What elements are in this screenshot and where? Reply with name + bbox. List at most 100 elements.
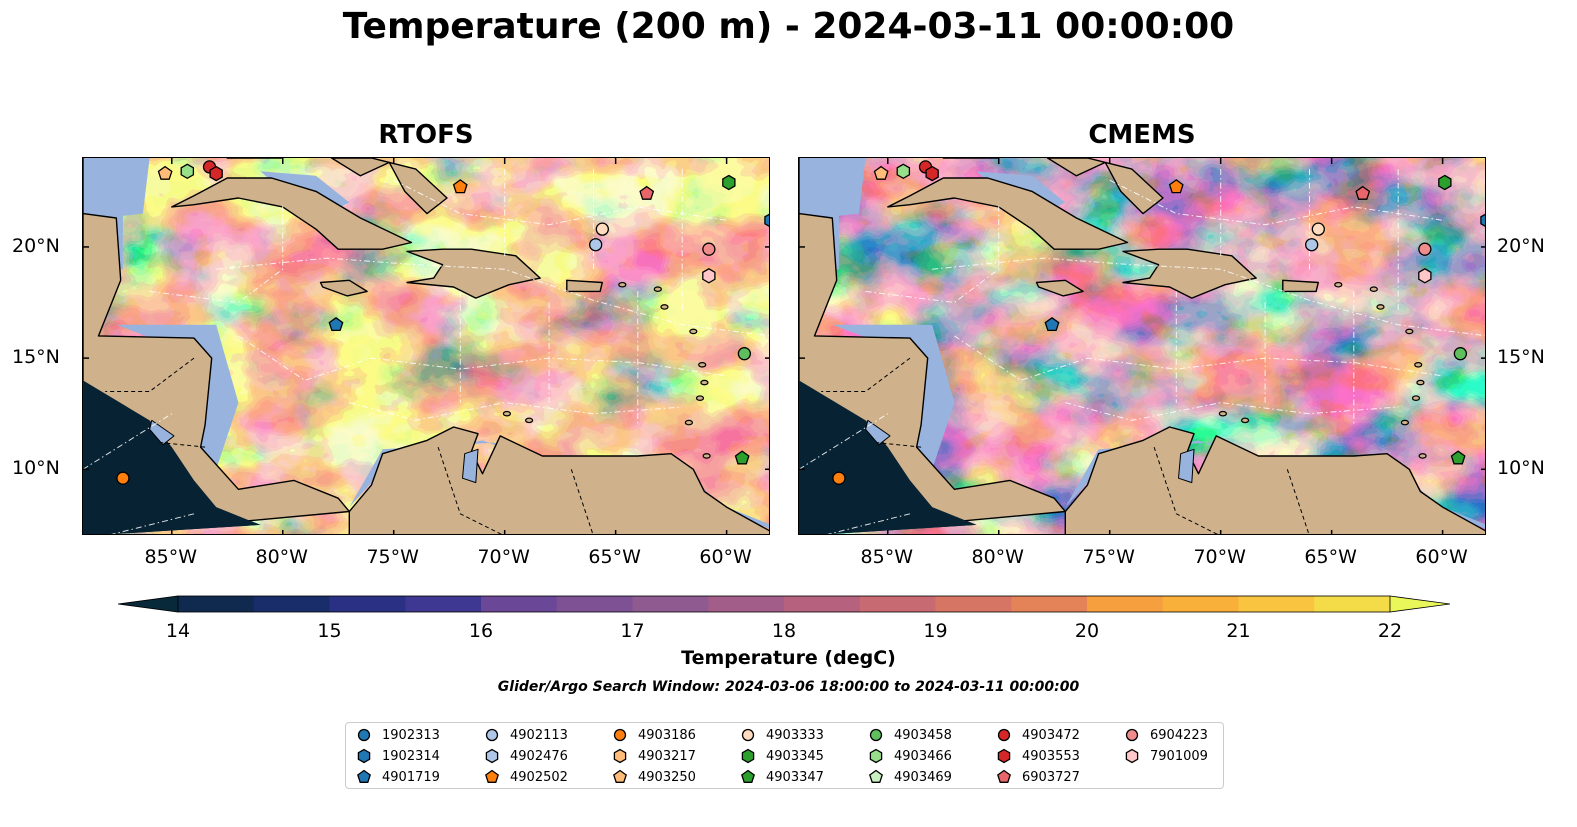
island	[660, 304, 669, 310]
land-puertorico	[566, 279, 603, 293]
float-marker-4903553	[209, 165, 223, 182]
float-marker-4903347	[734, 450, 750, 465]
country-border	[437, 446, 502, 534]
island	[1400, 419, 1409, 426]
colorbar-min-extend	[117, 595, 179, 613]
float-marker-4902502	[452, 179, 468, 194]
country-border	[821, 357, 911, 392]
x-tick-label: 85°W	[860, 546, 913, 568]
country-border	[160, 442, 206, 448]
float-marker-7901009	[1418, 268, 1432, 284]
colorbar-tick-label: 16	[468, 620, 494, 642]
land-bahamas	[1046, 158, 1164, 215]
island	[1369, 286, 1378, 292]
legend-item: 4903345	[740, 746, 824, 766]
land-cuba	[171, 177, 413, 250]
map-rtofs	[82, 157, 770, 535]
colorbar-tick-label: 20	[1074, 620, 1100, 642]
legend-item: 4903472	[996, 725, 1080, 745]
float-marker-4903345	[1438, 174, 1452, 191]
land-hispaniola	[1122, 248, 1257, 299]
legend-item: 4903217	[612, 746, 696, 766]
land-jamaica	[319, 279, 368, 297]
legend-item: 4903250	[612, 767, 696, 787]
legend-label: 4903458	[894, 727, 952, 743]
float-marker-4902502	[1168, 179, 1184, 194]
island	[695, 395, 705, 401]
float-marker-4903250	[873, 165, 889, 180]
country-border	[1153, 446, 1218, 534]
lake-maracaibo	[1178, 448, 1195, 484]
legend-item: 6904223	[1124, 725, 1208, 745]
float-marker-4903333	[1311, 222, 1325, 236]
legend-label: 4903347	[766, 769, 824, 785]
boundary-line	[349, 402, 683, 421]
legend-item: 1902313	[356, 725, 440, 745]
boundary-line	[1109, 179, 1443, 226]
legend-marker-hexagon-icon	[741, 748, 755, 764]
legend-marker-circle-icon	[869, 728, 883, 742]
legend-label: 4902502	[510, 769, 568, 785]
boundary-line	[827, 513, 911, 534]
colorbar-tick-label: 22	[1377, 620, 1403, 642]
legend-item: 4903347	[740, 767, 824, 787]
legend-item: 1902314	[356, 746, 440, 766]
float-marker-4903553	[925, 165, 939, 182]
colorbar-max-extend	[1389, 595, 1451, 613]
y-tick-label: 20°N	[1497, 234, 1545, 257]
island	[653, 286, 662, 292]
legend-item: 7901009	[1124, 746, 1208, 766]
legend-label: 7901009	[1150, 748, 1208, 764]
island	[702, 453, 711, 459]
boundary-line	[865, 202, 1000, 304]
legend-label: 4903345	[766, 748, 824, 764]
y-tick-label: 10°N	[12, 457, 60, 480]
float-marker-4901719	[328, 317, 344, 332]
colorbar-segment	[178, 596, 255, 612]
legend-marker-circle-icon	[997, 728, 1011, 742]
float-marker-6904223	[702, 242, 716, 256]
float-marker-4902113	[1305, 238, 1319, 252]
shallow-shelf	[1065, 440, 1485, 529]
land-jamaica	[1035, 279, 1084, 297]
colorbar-segment	[1162, 596, 1239, 612]
legend-label: 4901719	[382, 769, 440, 785]
island	[698, 361, 707, 368]
legend-marker-hexagon-icon	[613, 748, 627, 764]
x-tick-label: 75°W	[1082, 546, 1135, 568]
legend-marker-circle-icon	[613, 728, 627, 742]
x-tick-label: 80°W	[971, 546, 1024, 568]
colorbar-segment	[935, 596, 1012, 612]
float-marker-4903186	[116, 471, 130, 485]
legend-label: 4903186	[638, 727, 696, 743]
legend-marker-hexagon-icon	[869, 748, 883, 764]
colorbar-segment	[1011, 596, 1088, 612]
island	[700, 379, 709, 386]
float-marker-6903727	[1355, 185, 1371, 200]
float-marker-7901009	[702, 268, 716, 284]
land-cuba	[887, 177, 1129, 250]
shallow-shelf	[349, 440, 769, 529]
colorbar-tick-label: 17	[620, 620, 645, 642]
island	[618, 281, 627, 288]
legend-item: 4903466	[868, 746, 952, 766]
pacific-ocean	[83, 380, 261, 534]
island	[684, 419, 693, 426]
colorbar-tick-label: 14	[165, 620, 191, 642]
legend-marker-circle-icon	[485, 728, 499, 742]
island	[1411, 395, 1421, 401]
y-tick-label: 15°N	[1497, 346, 1545, 369]
x-tick-label: 85°W	[144, 546, 197, 568]
colorbar-segment	[329, 596, 406, 612]
map-cmems	[798, 157, 1486, 535]
legend-item: 4903333	[740, 725, 824, 745]
legend-item: 4902476	[484, 746, 568, 766]
legend-item: 4903553	[996, 746, 1080, 766]
boundary-line	[799, 413, 889, 470]
legend-item: 4903469	[868, 767, 952, 787]
island	[1240, 417, 1250, 424]
legend-marker-hexagon-icon	[1125, 748, 1139, 764]
legend-marker-pentagon-icon	[357, 769, 371, 783]
legend-marker-pentagon-icon	[613, 769, 627, 783]
legend-item: 6903727	[996, 767, 1080, 787]
